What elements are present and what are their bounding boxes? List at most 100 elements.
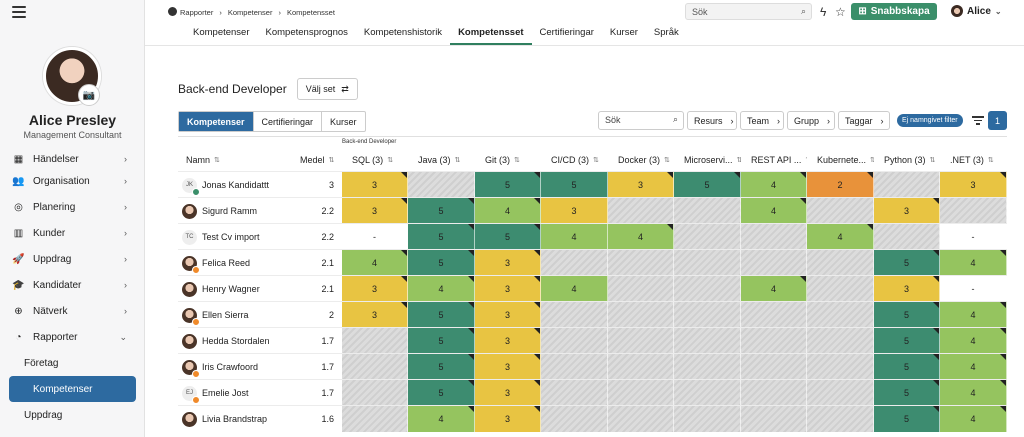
sidebar-item-planering[interactable]: ◎ Planering › bbox=[0, 194, 144, 220]
skill-cell[interactable] bbox=[807, 406, 874, 432]
skill-cell[interactable]: 5 bbox=[408, 250, 475, 276]
skill-cell[interactable] bbox=[342, 354, 408, 380]
skill-cell[interactable]: 4 bbox=[807, 224, 874, 250]
skill-cell[interactable]: 4 bbox=[741, 198, 807, 224]
skill-cell[interactable]: 4 bbox=[608, 224, 674, 250]
skill-cell[interactable]: 5 bbox=[408, 380, 475, 406]
skill-cell[interactable]: 3 bbox=[342, 172, 408, 198]
tab-certifieringar[interactable]: Certifieringar bbox=[539, 27, 594, 38]
skill-cell[interactable] bbox=[674, 328, 741, 354]
skill-cell[interactable]: 3 bbox=[342, 276, 408, 302]
skill-cell[interactable]: 4 bbox=[475, 198, 541, 224]
user-menu[interactable]: Alice ⌄ bbox=[951, 5, 1002, 17]
person-name-cell[interactable]: TC Test Cv import bbox=[182, 224, 260, 250]
filter-resurs-button[interactable]: Resurs › bbox=[687, 111, 737, 130]
segment-kompetenser[interactable]: Kompetenser bbox=[179, 112, 254, 131]
skill-cell[interactable] bbox=[741, 406, 807, 432]
skill-cell[interactable]: 5 bbox=[874, 328, 940, 354]
sidebar-item-rapporter[interactable]: ◔ Rapporter ⌄ bbox=[0, 324, 144, 350]
column-header[interactable]: Git (3) ⇅ bbox=[485, 149, 541, 171]
skill-cell[interactable]: 3 bbox=[475, 250, 541, 276]
skill-cell[interactable] bbox=[541, 250, 608, 276]
skill-cell[interactable] bbox=[940, 198, 1007, 224]
skill-cell[interactable]: 3 bbox=[874, 198, 940, 224]
skill-cell[interactable]: 3 bbox=[475, 354, 541, 380]
skill-cell[interactable]: 5 bbox=[408, 198, 475, 224]
person-name-cell[interactable]: Sigurd Ramm bbox=[182, 198, 257, 224]
person-name-cell[interactable]: Ellen Sierra bbox=[182, 302, 249, 328]
skill-cell[interactable] bbox=[807, 250, 874, 276]
skill-cell[interactable] bbox=[541, 328, 608, 354]
person-name-cell[interactable]: Hedda Stordalen bbox=[182, 328, 270, 354]
skill-cell[interactable]: - bbox=[342, 224, 408, 250]
skill-cell[interactable]: 3 bbox=[342, 198, 408, 224]
breadcrumb-item[interactable]: Kompetensset bbox=[286, 8, 335, 17]
tab-kompetensprognos[interactable]: Kompetensprognos bbox=[265, 27, 348, 38]
skill-cell[interactable]: 4 bbox=[940, 380, 1007, 406]
skill-cell[interactable]: 3 bbox=[940, 172, 1007, 198]
skill-cell[interactable]: 5 bbox=[541, 172, 608, 198]
filter-team-button[interactable]: Team › bbox=[740, 111, 784, 130]
tab-språk[interactable]: Språk bbox=[653, 27, 679, 38]
skill-cell[interactable]: 3 bbox=[874, 276, 940, 302]
sidebar-item-organisation[interactable]: 👥 Organisation › bbox=[0, 168, 144, 194]
skill-cell[interactable] bbox=[674, 250, 741, 276]
column-header[interactable]: Docker (3) ⇅ bbox=[618, 149, 674, 171]
tab-kurser[interactable]: Kurser bbox=[609, 27, 638, 38]
camera-icon[interactable]: 📷 bbox=[78, 84, 100, 106]
filter-grupp-button[interactable]: Grupp › bbox=[787, 111, 835, 130]
skill-cell[interactable] bbox=[741, 328, 807, 354]
filter-taggar-button[interactable]: Taggar › bbox=[838, 111, 890, 130]
filter-chip[interactable]: Ej namngivet filter bbox=[897, 114, 963, 127]
skill-cell[interactable]: 3 bbox=[475, 276, 541, 302]
skill-cell[interactable]: 3 bbox=[475, 406, 541, 432]
column-header[interactable]: .NET (3) ⇅ bbox=[950, 149, 1007, 171]
skill-cell[interactable]: 3 bbox=[475, 302, 541, 328]
skill-cell[interactable] bbox=[674, 406, 741, 432]
sidebar-subitem-företag[interactable]: Företag bbox=[24, 357, 59, 369]
skill-cell[interactable] bbox=[674, 276, 741, 302]
skill-cell[interactable]: 3 bbox=[608, 172, 674, 198]
skill-cell[interactable] bbox=[541, 380, 608, 406]
choose-set-button[interactable]: Välj set ⇄ bbox=[296, 78, 358, 100]
skill-cell[interactable] bbox=[674, 302, 741, 328]
skill-cell[interactable]: 3 bbox=[475, 380, 541, 406]
segment-certifieringar[interactable]: Certifieringar bbox=[254, 112, 323, 131]
filter-search-input[interactable]: Sök ⌕ bbox=[598, 111, 684, 130]
skill-cell[interactable] bbox=[408, 172, 475, 198]
skill-cell[interactable]: 4 bbox=[741, 172, 807, 198]
person-name-cell[interactable]: Henry Wagner bbox=[182, 276, 260, 302]
skill-cell[interactable]: 5 bbox=[408, 354, 475, 380]
skill-cell[interactable]: 5 bbox=[874, 380, 940, 406]
skill-cell[interactable]: 4 bbox=[940, 406, 1007, 432]
skill-cell[interactable]: 5 bbox=[874, 302, 940, 328]
breadcrumb-item[interactable]: Rapporter bbox=[180, 8, 214, 17]
column-header[interactable]: Python (3) ⇅ bbox=[884, 149, 940, 171]
skill-cell[interactable] bbox=[342, 380, 408, 406]
skill-cell[interactable] bbox=[807, 302, 874, 328]
skill-cell[interactable] bbox=[608, 406, 674, 432]
skill-cell[interactable] bbox=[608, 328, 674, 354]
skill-cell[interactable] bbox=[608, 354, 674, 380]
skill-cell[interactable] bbox=[807, 380, 874, 406]
skill-cell[interactable] bbox=[541, 354, 608, 380]
skill-cell[interactable]: 4 bbox=[408, 406, 475, 432]
skill-cell[interactable] bbox=[608, 380, 674, 406]
filter-icon[interactable] bbox=[972, 114, 984, 126]
segment-kurser[interactable]: Kurser bbox=[330, 116, 357, 127]
skill-cell[interactable] bbox=[807, 354, 874, 380]
skill-cell[interactable]: 5 bbox=[674, 172, 741, 198]
skill-cell[interactable] bbox=[741, 250, 807, 276]
lightning-icon[interactable]: ϟ bbox=[820, 5, 827, 19]
column-header[interactable]: Java (3) ⇅ bbox=[418, 149, 475, 171]
skill-cell[interactable]: 5 bbox=[408, 328, 475, 354]
skill-cell[interactable] bbox=[608, 276, 674, 302]
skill-cell[interactable] bbox=[807, 328, 874, 354]
skill-cell[interactable] bbox=[608, 198, 674, 224]
skill-cell[interactable]: 5 bbox=[475, 172, 541, 198]
quick-create-button[interactable]: ⊞ Snabbskapa bbox=[851, 3, 937, 20]
search-input[interactable]: Sök ⌕ bbox=[685, 3, 812, 20]
sidebar-item-kunder[interactable]: ▥ Kunder › bbox=[0, 220, 144, 246]
column-header[interactable]: Microservi... ⇅ bbox=[684, 149, 741, 171]
column-header[interactable]: SQL (3) ⇅ bbox=[352, 149, 408, 171]
